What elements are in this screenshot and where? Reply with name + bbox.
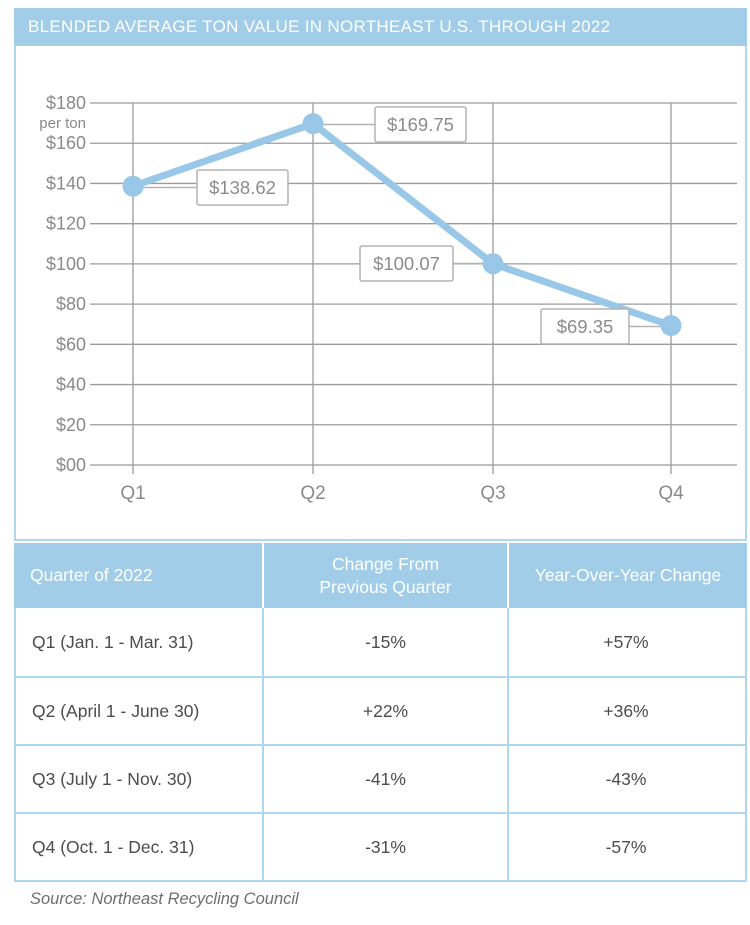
y-axis-tick-label: $60 [56, 334, 86, 354]
y-axis-tick-label: $40 [56, 375, 86, 395]
table-header-change-prev: Change From Previous Quarter [262, 543, 507, 608]
cell-quarter: Q1 (Jan. 1 - Mar. 31) [32, 631, 194, 652]
cell-change-yoy: -57% [507, 814, 743, 880]
x-axis-tick-label: Q1 [120, 483, 145, 504]
y-axis-tick-label: $00 [56, 455, 86, 475]
cell-change-prev: -41% [262, 746, 507, 812]
data-label-box [196, 169, 289, 206]
line-chart: $00 $20 $40 $60 $80 $100 $120 $140 $160 $180 per t… [14, 46, 747, 541]
chart-container: $00 $20 $40 $60 $80 $100 $120 $140 $160 $180 per t… [14, 46, 747, 541]
y-axis-tick-label: $80 [56, 294, 86, 314]
y-axis-tick-label: $140 [46, 173, 86, 193]
data-point [122, 175, 144, 197]
cell-change-prev: +22% [262, 678, 507, 744]
cell-quarter: Q3 (July 1 - Nov. 30) [32, 768, 193, 789]
cell-change-yoy: +57% [507, 608, 743, 676]
y-axis-tick-label: $180 [46, 93, 86, 113]
data-point [660, 315, 682, 337]
data-label: $138.62 [209, 177, 276, 198]
cell-change-yoy: -43% [507, 746, 743, 812]
table-row: Q4 (Oct. 1 - Dec. 31) -31% -57% [16, 812, 745, 880]
trend-line [129, 120, 675, 330]
data-label: $69.35 [557, 316, 614, 337]
y-axis-unit-label: per ton [39, 115, 86, 132]
chart-title-bar: BLENDED AVERAGE TON VALUE IN NORTHEAST U… [14, 8, 747, 46]
data-label-box [374, 106, 467, 143]
x-axis-tick-label: Q4 [658, 483, 684, 504]
data-label-box [540, 308, 630, 345]
cell-change-yoy: +36% [507, 678, 743, 744]
cell-quarter: Q2 (April 1 - June 30) [32, 700, 200, 721]
cell-quarter: Q4 (Oct. 1 - Dec. 31) [32, 836, 195, 857]
source-note: Source: Northeast Recycling Council [30, 890, 299, 908]
y-axis-tick-label: $100 [46, 254, 86, 274]
table-header-change-yoy: Year-Over-Year Change [507, 543, 747, 608]
table-header-quarter: Quarter of 2022 [30, 565, 153, 586]
data-label-box [359, 245, 454, 282]
table-header-row: Quarter of 2022 Change From Previous Qua… [14, 543, 747, 608]
x-axis-tick-label: Q2 [300, 483, 325, 504]
data-point [482, 253, 504, 275]
data-label: $169.75 [387, 114, 454, 135]
cell-change-prev: -15% [262, 608, 507, 676]
cell-change-prev: -31% [262, 814, 507, 880]
y-axis-tick-label: $120 [46, 214, 86, 234]
table-row: Q1 (Jan. 1 - Mar. 31) -15% +57% [16, 608, 745, 676]
chart-container-border [14, 46, 747, 541]
data-point [302, 113, 324, 135]
quarterly-change-table: Quarter of 2022 Change From Previous Qua… [14, 543, 747, 882]
y-axis-tick-label: $160 [46, 133, 86, 153]
table-row: Q2 (April 1 - June 30) +22% +36% [16, 676, 745, 744]
x-axis-tick-label: Q3 [480, 483, 505, 504]
table-row: Q3 (July 1 - Nov. 30) -41% -43% [16, 744, 745, 812]
y-axis-tick-label: $20 [56, 415, 86, 435]
chart-title: BLENDED AVERAGE TON VALUE IN NORTHEAST U… [28, 17, 611, 36]
data-label: $100.07 [373, 253, 440, 274]
table-body: Q1 (Jan. 1 - Mar. 31) -15% +57% Q2 (Apri… [14, 608, 747, 882]
